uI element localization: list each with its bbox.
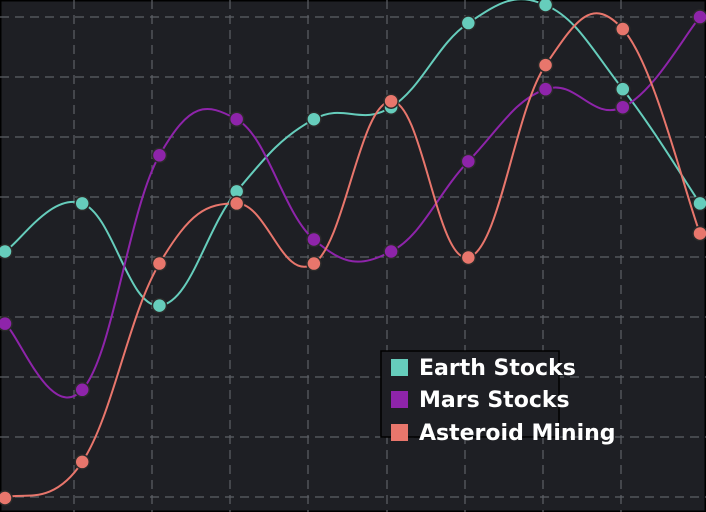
data-point-asteroid-mining bbox=[74, 454, 90, 470]
data-point-earth-stocks bbox=[0, 243, 13, 260]
data-point-earth-stocks bbox=[306, 111, 322, 127]
data-point-mars-stocks bbox=[537, 81, 554, 97]
legend-label-mars-stocks: Mars Stocks bbox=[419, 388, 570, 413]
data-point-earth-stocks bbox=[692, 195, 706, 212]
data-point-mars-stocks bbox=[0, 315, 13, 332]
data-point-mars-stocks bbox=[615, 99, 631, 115]
data-point-earth-stocks bbox=[151, 297, 168, 314]
data-point-asteroid-mining bbox=[151, 255, 168, 272]
data-point-asteroid-mining bbox=[537, 57, 554, 73]
series-line-asteroid-mining bbox=[4, 12, 701, 499]
series-line-earth-stocks bbox=[4, 0, 701, 307]
data-point-asteroid-mining bbox=[383, 93, 399, 109]
data-point-asteroid-mining bbox=[228, 195, 245, 212]
data-point-mars-stocks bbox=[460, 153, 477, 170]
data-point-mars-stocks bbox=[306, 231, 322, 248]
data-point-earth-stocks bbox=[615, 81, 631, 97]
data-point-earth-stocks bbox=[74, 195, 90, 212]
data-point-earth-stocks bbox=[460, 15, 477, 31]
data-point-mars-stocks bbox=[228, 111, 245, 127]
legend: Earth Stocks Mars Stocks Asteroid Mining bbox=[380, 350, 616, 446]
data-point-mars-stocks bbox=[74, 382, 90, 398]
series-lines bbox=[4, 0, 701, 499]
legend-swatch-earth-stocks bbox=[391, 359, 408, 376]
legend-swatch-asteroid-mining bbox=[391, 424, 408, 441]
legend-box bbox=[380, 350, 560, 438]
legend-label-asteroid-mining: Asteroid Mining bbox=[419, 421, 616, 446]
data-point-asteroid-mining bbox=[460, 249, 477, 266]
legend-swatch-mars-stocks bbox=[391, 391, 408, 408]
data-point-asteroid-mining bbox=[615, 21, 631, 37]
data-point-asteroid-mining bbox=[0, 490, 13, 506]
data-point-earth-stocks bbox=[537, 0, 554, 13]
legend-label-earth-stocks: Earth Stocks bbox=[419, 356, 576, 381]
data-point-mars-stocks bbox=[383, 243, 399, 260]
data-point-mars-stocks bbox=[151, 147, 168, 164]
data-point-mars-stocks bbox=[692, 9, 706, 25]
data-point-asteroid-mining bbox=[306, 255, 322, 272]
series-line-mars-stocks bbox=[4, 16, 701, 399]
data-point-asteroid-mining bbox=[692, 225, 706, 242]
